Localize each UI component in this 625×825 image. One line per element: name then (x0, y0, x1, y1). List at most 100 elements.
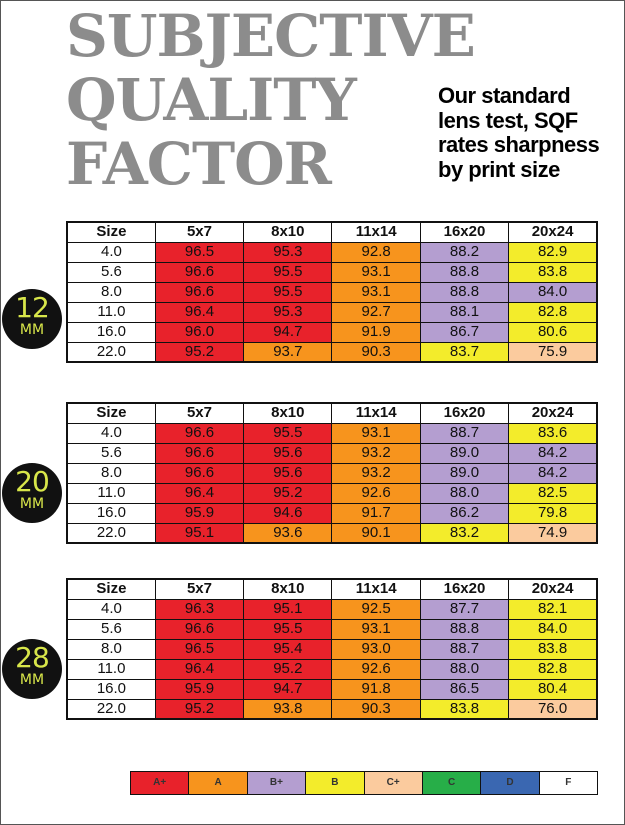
sqf-value-cell: 83.8 (419, 698, 510, 720)
focal-length-unit: MM (19, 672, 45, 688)
sqf-value-cell: 96.6 (154, 281, 245, 303)
column-header: 20x24 (508, 402, 598, 424)
sqf-table-28mm: Size 5x7 8x10 11x14 16x20 20x24 4.0 96.3 9… (66, 578, 598, 720)
column-header: 20x24 (508, 221, 598, 243)
table-row: 4.0 96.5 95.3 92.8 88.2 82.9 (66, 241, 598, 263)
sqf-value-cell: 96.4 (154, 658, 245, 680)
focal-length-value: 20 (15, 465, 50, 498)
aperture-cell: 22.0 (66, 698, 156, 720)
sqf-value-cell: 83.8 (508, 261, 598, 283)
sqf-value-cell: 95.4 (243, 638, 333, 660)
legend-item: C+ (364, 772, 423, 794)
sqf-value-cell: 93.2 (331, 462, 421, 484)
sqf-value-cell: 86.7 (419, 321, 510, 343)
table-row: 16.0 96.0 94.7 91.9 86.7 80.6 (66, 321, 598, 343)
sqf-value-cell: 83.8 (508, 638, 598, 660)
sqf-value-cell: 88.0 (419, 658, 510, 680)
sqf-value-cell: 96.6 (154, 442, 245, 464)
sqf-value-cell: 96.4 (154, 301, 245, 323)
focal-length-badge-20mm: 20 MM (2, 463, 62, 523)
focal-length-value: 12 (15, 291, 50, 324)
sqf-value-cell: 91.9 (331, 321, 421, 343)
legend-item: B (306, 772, 365, 794)
page-title: SUBJECTIVE QUALITY FACTOR (66, 4, 476, 198)
sqf-value-cell: 90.1 (331, 522, 421, 544)
table-row: 11.0 96.4 95.3 92.7 88.1 82.8 (66, 301, 598, 323)
sqf-value-cell: 96.6 (154, 261, 245, 283)
aperture-cell: 22.0 (66, 341, 156, 363)
aperture-cell: 8.0 (66, 281, 156, 303)
sqf-value-cell: 74.9 (508, 522, 598, 544)
table-row: 4.0 96.6 95.5 93.1 88.7 83.6 (66, 422, 598, 444)
sqf-value-cell: 88.7 (419, 422, 510, 444)
aperture-cell: 5.6 (66, 618, 156, 640)
table-row: 22.0 95.2 93.7 90.3 83.7 75.9 (66, 341, 598, 363)
sqf-value-cell: 95.6 (243, 462, 333, 484)
table-row: 5.6 96.6 95.6 93.2 89.0 84.2 (66, 442, 598, 464)
aperture-cell: 8.0 (66, 462, 156, 484)
sqf-value-cell: 95.2 (154, 698, 245, 720)
table-row: 5.6 96.6 95.5 93.1 88.8 83.8 (66, 261, 598, 283)
legend-item: B+ (247, 772, 307, 794)
sqf-value-cell: 95.9 (154, 502, 245, 524)
column-header: Size (66, 221, 156, 243)
sqf-value-cell: 82.8 (508, 301, 598, 323)
column-header: 11x14 (331, 221, 421, 243)
focal-length-unit: MM (19, 496, 45, 512)
column-header: 8x10 (243, 578, 333, 600)
aperture-cell: 22.0 (66, 522, 156, 544)
sqf-value-cell: 86.5 (419, 678, 510, 700)
sqf-value-cell: 92.6 (331, 658, 421, 680)
title-line-3: FACTOR (66, 130, 332, 198)
column-header: Size (66, 578, 156, 600)
sqf-value-cell: 76.0 (508, 698, 598, 720)
table-row: 5.6 96.6 95.5 93.1 88.8 84.0 (66, 618, 598, 640)
sqf-value-cell: 91.7 (331, 502, 421, 524)
sqf-value-cell: 93.7 (243, 341, 333, 363)
sqf-value-cell: 84.0 (508, 618, 598, 640)
sqf-value-cell: 88.7 (419, 638, 510, 660)
sqf-table-20mm: Size 5x7 8x10 11x14 16x20 20x24 4.0 96.6 9… (66, 402, 598, 544)
sqf-value-cell: 96.5 (154, 638, 245, 660)
sqf-value-cell: 88.0 (419, 482, 510, 504)
table-row: 8.0 96.6 95.6 93.2 89.0 84.2 (66, 462, 598, 484)
column-header: 11x14 (331, 402, 421, 424)
legend-item: A+ (131, 772, 190, 794)
column-header: 8x10 (243, 221, 333, 243)
sqf-value-cell: 88.8 (419, 618, 510, 640)
sqf-value-cell: 95.9 (154, 678, 245, 700)
subtitle-line-3: rates sharpness (438, 132, 600, 157)
table-header-row: Size 5x7 8x10 11x14 16x20 20x24 (66, 221, 598, 243)
sqf-value-cell: 84.0 (508, 281, 598, 303)
focal-length-badge-12mm: 12 MM (2, 289, 62, 349)
aperture-cell: 11.0 (66, 658, 156, 680)
sqf-value-cell: 93.0 (331, 638, 421, 660)
sqf-value-cell: 83.6 (508, 422, 598, 444)
column-header: 16x20 (419, 578, 510, 600)
sqf-value-cell: 95.5 (243, 422, 333, 444)
table-row: 4.0 96.3 95.1 92.5 87.7 82.1 (66, 598, 598, 620)
aperture-cell: 16.0 (66, 502, 156, 524)
sqf-value-cell: 93.2 (331, 442, 421, 464)
column-header: Size (66, 402, 156, 424)
sqf-value-cell: 95.1 (154, 522, 245, 544)
sqf-value-cell: 82.9 (508, 241, 598, 263)
aperture-cell: 11.0 (66, 482, 156, 504)
focal-length-badge-28mm: 28 MM (2, 639, 62, 699)
aperture-cell: 16.0 (66, 321, 156, 343)
grade-legend: A+ A B+ B C+ C D F (130, 771, 598, 795)
sqf-value-cell: 95.5 (243, 261, 333, 283)
sqf-value-cell: 92.8 (331, 241, 421, 263)
sqf-value-cell: 95.6 (243, 442, 333, 464)
table-row: 8.0 96.5 95.4 93.0 88.7 83.8 (66, 638, 598, 660)
sqf-value-cell: 95.2 (243, 658, 333, 680)
sqf-value-cell: 88.8 (419, 261, 510, 283)
sqf-value-cell: 93.1 (331, 261, 421, 283)
sqf-value-cell: 96.3 (154, 598, 245, 620)
sqf-value-cell: 93.1 (331, 618, 421, 640)
sqf-value-cell: 88.8 (419, 281, 510, 303)
sqf-value-cell: 94.7 (243, 321, 333, 343)
sqf-value-cell: 96.6 (154, 618, 245, 640)
sqf-value-cell: 95.3 (243, 301, 333, 323)
sqf-value-cell: 83.7 (419, 341, 510, 363)
